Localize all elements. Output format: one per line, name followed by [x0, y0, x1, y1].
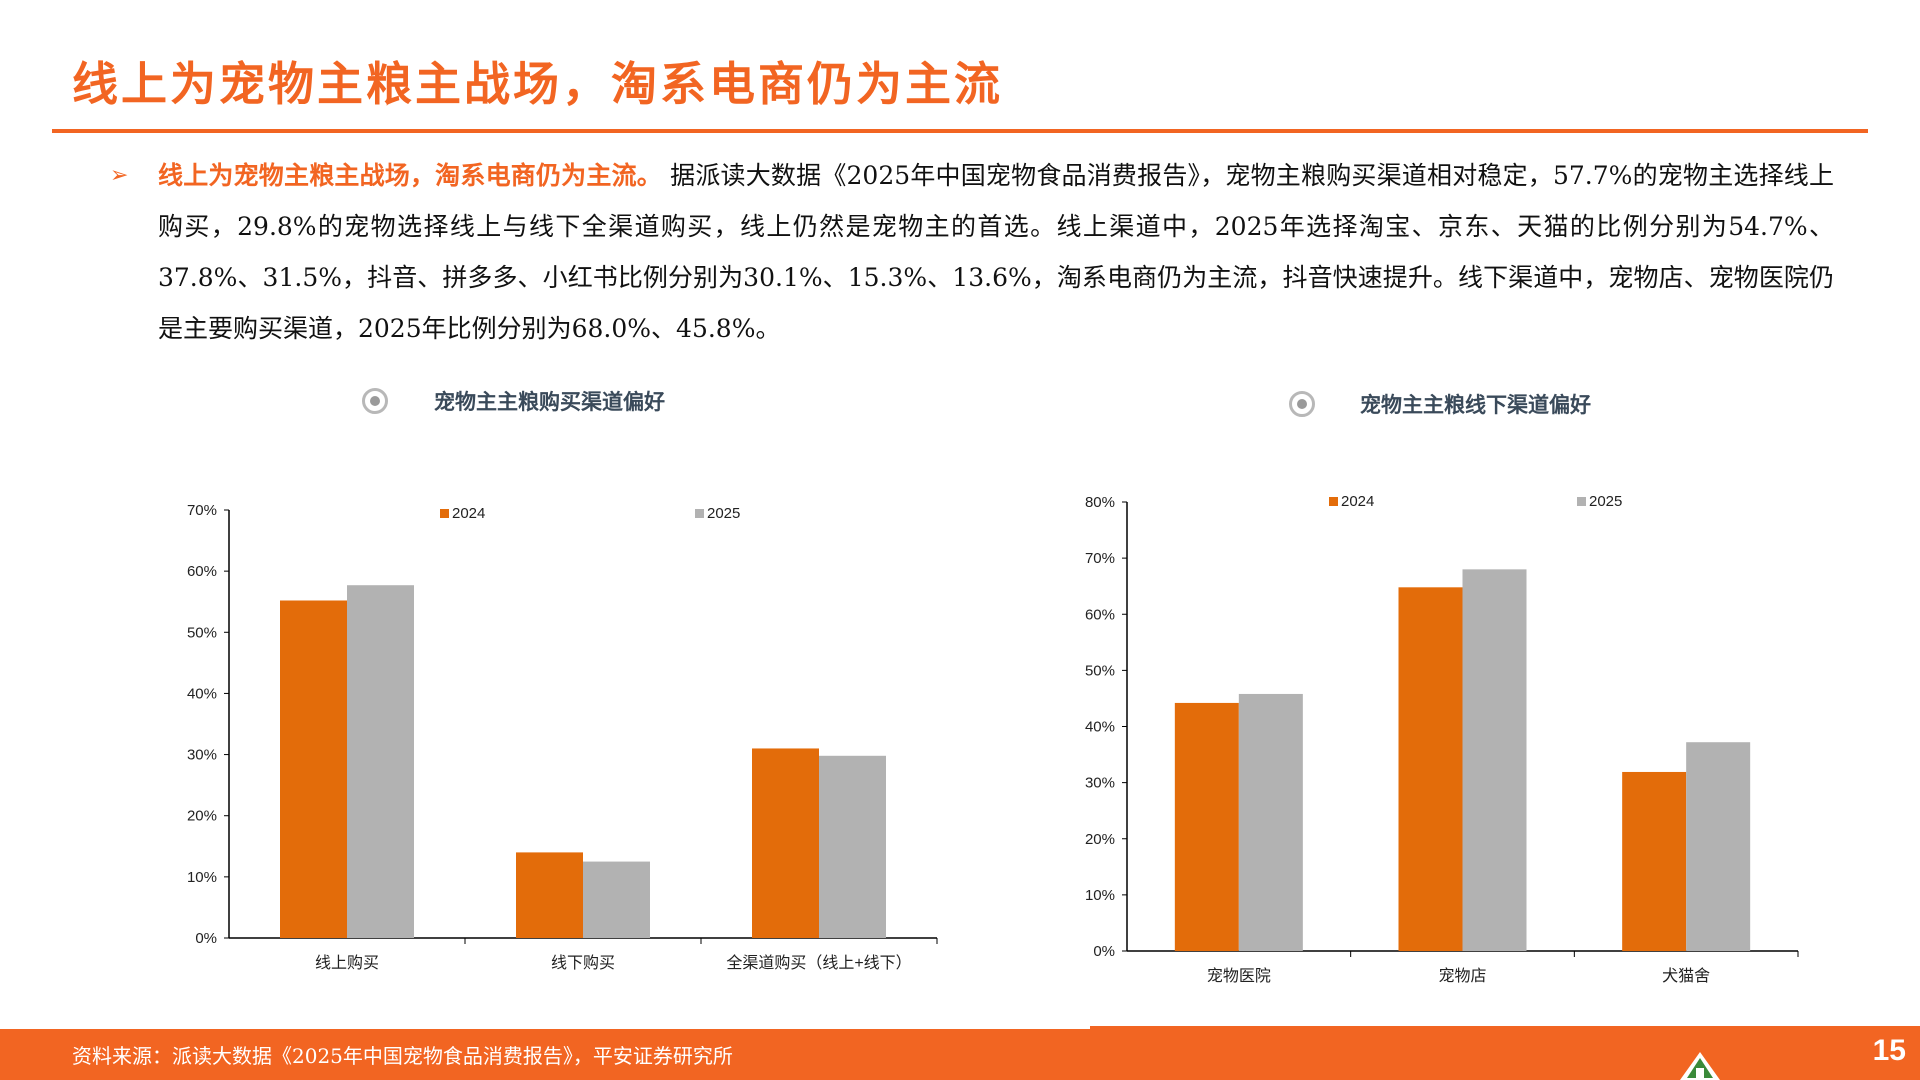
- bar-2024: [752, 748, 819, 938]
- chart-1-title: 宠物主主粮购买渠道偏好: [434, 389, 665, 414]
- x-category-label: 线上购买: [315, 954, 379, 972]
- x-category-label: 宠物店: [1438, 967, 1486, 985]
- y-tick-label: 30%: [1085, 775, 1115, 792]
- y-tick-label: 40%: [187, 685, 217, 702]
- y-tick-label: 60%: [187, 563, 217, 580]
- y-tick-label: 40%: [1085, 719, 1115, 736]
- footer-source: 资料来源：派读大数据《2025年中国宠物食品消费报告》，平安证券研究所: [72, 1044, 733, 1068]
- bar-2024: [1622, 771, 1687, 951]
- y-tick-label: 10%: [187, 869, 217, 886]
- page-number: 15: [1872, 1034, 1906, 1067]
- bar-2024: [1398, 587, 1463, 951]
- bar-2025: [583, 861, 650, 938]
- x-category-label: 线下购买: [551, 954, 615, 972]
- chart-2-title: 宠物主主粮线下渠道偏好: [1360, 392, 1591, 417]
- legend-label: 2025: [1589, 493, 1622, 510]
- summary-bullet: ➢ 线上为宠物主粮主战场，淘系电商仍为主流。 据派读大数据《2025年中国宠物食…: [110, 150, 1834, 354]
- y-tick-label: 70%: [1085, 550, 1115, 567]
- y-tick-label: 10%: [1085, 887, 1115, 904]
- radio-circle-icon: [1289, 391, 1315, 417]
- arrow-bullet-icon: ➢: [110, 163, 129, 188]
- title-divider: [52, 129, 1868, 133]
- radio-circle-icon: [362, 388, 388, 414]
- y-tick-label: 0%: [1093, 943, 1115, 960]
- company-logo-icon: [1680, 1052, 1720, 1080]
- bar-2024: [1174, 702, 1239, 951]
- y-tick-label: 0%: [195, 930, 217, 947]
- bar-2025: [1238, 693, 1303, 951]
- channel-preference-chart: 0% 10% 20% 30% 40% 50% 60% 70% 线上购买 线下购买 全渠道购买（线上+…: [187, 502, 938, 972]
- footer-accent-line: [1090, 1026, 1920, 1029]
- legend-swatch-2024: [1329, 497, 1338, 506]
- legend-swatch-2025: [695, 509, 704, 518]
- y-tick-label: 70%: [187, 502, 217, 519]
- offline-channel-chart: 0% 10% 20% 30% 40% 50% 60% 70% 80% 宠物医院 宠物店 犬猫舍 2024…: [1085, 493, 1799, 985]
- y-tick-label: 80%: [1085, 494, 1115, 511]
- y-tick-label: 60%: [1085, 606, 1115, 623]
- bar-2024: [280, 600, 347, 938]
- legend-swatch-2024: [440, 509, 449, 518]
- x-category-label: 犬猫舍: [1662, 967, 1710, 985]
- x-category-label: 全渠道购买（线上+线下）: [726, 954, 911, 972]
- y-tick-label: 30%: [187, 747, 217, 764]
- legend-label: 2025: [707, 505, 740, 522]
- y-tick-label: 50%: [1085, 662, 1115, 679]
- bar-2025: [347, 585, 414, 938]
- summary-paragraph: 线上为宠物主粮主战场，淘系电商仍为主流。 据派读大数据《2025年中国宠物食品消…: [158, 150, 1834, 354]
- y-tick-label: 20%: [1085, 831, 1115, 848]
- legend-label: 2024: [1341, 493, 1374, 510]
- summary-body: 据派读大数据《2025年中国宠物食品消费报告》，宠物主粮购买渠道相对稳定，57.…: [158, 161, 1834, 343]
- y-tick-label: 50%: [187, 624, 217, 641]
- bar-2025: [1462, 569, 1527, 951]
- x-category-label: 宠物医院: [1207, 967, 1271, 985]
- summary-heading: 线上为宠物主粮主战场，淘系电商仍为主流。: [158, 161, 662, 190]
- bar-2024: [516, 852, 583, 938]
- footer-bar: [0, 1029, 1920, 1080]
- y-tick-label: 20%: [187, 808, 217, 825]
- legend-swatch-2025: [1577, 497, 1586, 506]
- page-title: 线上为宠物主粮主战场，淘系电商仍为主流: [72, 57, 1003, 111]
- bar-2025: [1686, 742, 1751, 951]
- bar-2025: [819, 755, 886, 938]
- legend-label: 2024: [452, 505, 485, 522]
